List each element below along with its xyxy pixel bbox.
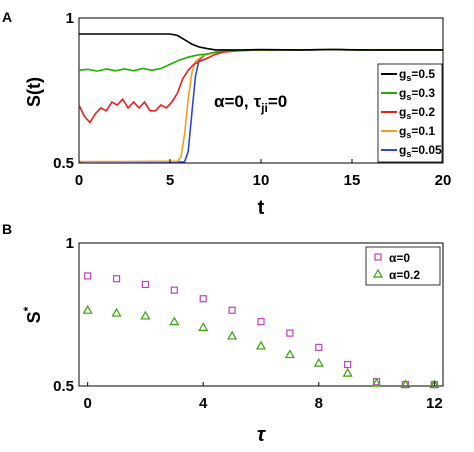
data-point-0 — [170, 286, 178, 294]
x-tick-label: 10 — [253, 172, 270, 189]
y-tick-label: 1 — [66, 235, 74, 252]
x-tick-label: 8 — [315, 395, 323, 412]
x-tick-label: 0 — [75, 172, 83, 189]
legend-label: gs=0.3 — [399, 86, 435, 102]
x-tick-label: 0 — [83, 395, 91, 412]
panel-b-legend: α=0 α=0.2 — [365, 246, 441, 286]
data-point-1 — [313, 357, 324, 367]
panel-a-legend-entries: gs=0.5 gs=0.3 gs=0.2 gs=0.1 gs=0.05 — [381, 67, 442, 159]
y-tick-label: 0.5 — [53, 155, 74, 172]
panel-a-ticks: 0 5 10 15 20 0.5 1 — [53, 10, 451, 189]
ylabel-main: S — [24, 311, 44, 323]
panel-b-ylabel: S* — [21, 306, 44, 323]
legend-label: gs=0.2 — [399, 105, 435, 121]
annotation-alpha: α=0, — [214, 92, 249, 111]
data-point-1 — [342, 367, 353, 377]
data-point-0 — [141, 280, 150, 289]
data-point-1 — [371, 377, 382, 387]
data-point-0 — [257, 318, 265, 326]
legend-label: gs=0.5 — [399, 67, 435, 83]
panel-a-legend: gs=0.5 gs=0.3 gs=0.2 gs=0.1 gs=0.05 — [377, 63, 443, 163]
panel-b-letter: B — [2, 221, 12, 237]
panel-a-ylabel: S(t) — [24, 77, 44, 107]
data-point-1 — [198, 322, 209, 331]
data-point-0 — [228, 306, 236, 314]
data-point-1 — [169, 316, 180, 326]
x-tick-label: 12 — [426, 395, 443, 412]
y-tick-label: 0.5 — [53, 378, 74, 395]
panel-b-legend-entries: α=0 α=0.2 — [372, 251, 420, 282]
data-point-0 — [199, 295, 207, 303]
x-tick-label: 4 — [199, 395, 208, 412]
data-point-1 — [429, 379, 440, 389]
panel-b-ticks: 0 4 8 12 0.5 1 — [53, 235, 443, 412]
data-point-0 — [344, 360, 352, 369]
panel-b-xlabel: τ — [257, 424, 267, 446]
data-point-0 — [112, 275, 121, 283]
data-point-1 — [82, 305, 93, 314]
data-point-1 — [400, 379, 411, 389]
data-point-0 — [84, 272, 92, 280]
x-tick-label: 20 — [435, 172, 452, 189]
annotation-rest: =0 — [268, 92, 287, 111]
data-point-1 — [140, 310, 151, 320]
data-point-1 — [255, 340, 267, 350]
annotation-sub: ji — [260, 101, 268, 115]
panel-b: B 0 4 8 12 0.5 1 τ S* α=0 α=0.2 — [2, 221, 444, 446]
panel-a-annotation: α=0, τji=0 — [214, 92, 287, 115]
data-point-0 — [286, 329, 294, 337]
y-tick-label: 1 — [66, 10, 74, 27]
panel-a: A 0 5 10 15 200.51 t S(t) α=0, τji=0 gs=0.5gs… — [2, 9, 451, 219]
series-line-0 — [79, 33, 443, 51]
legend-label: gs=0.05 — [399, 143, 442, 159]
data-point-1 — [227, 330, 238, 340]
data-point-1 — [111, 307, 122, 317]
panel-b-plot-frame — [78, 242, 444, 387]
panel-a-xlabel: t — [258, 197, 265, 219]
panel-b-legend-box — [365, 246, 441, 286]
x-tick-label: 5 — [166, 172, 174, 189]
data-point-0 — [315, 343, 323, 351]
panel-a-letter: A — [2, 9, 12, 25]
data-point-1 — [284, 349, 295, 359]
legend-label: α=0 — [389, 251, 410, 265]
panel-b-points — [82, 272, 440, 389]
panel-a-series-lines — [78, 33, 443, 163]
legend-marker — [372, 268, 384, 278]
legend-label: α=0.2 — [389, 268, 420, 282]
ylabel-sup: * — [21, 306, 35, 311]
x-tick-label: 15 — [344, 172, 361, 189]
legend-label: gs=0.1 — [399, 124, 435, 140]
annotation-tau: τ — [254, 92, 262, 111]
legend-marker — [374, 253, 382, 261]
